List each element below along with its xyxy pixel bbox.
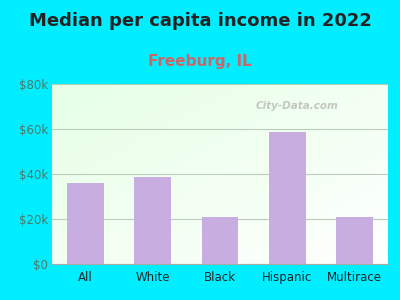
Bar <box>134 177 171 264</box>
Text: Median per capita income in 2022: Median per capita income in 2022 <box>28 12 372 30</box>
Text: City-Data.com: City-Data.com <box>256 100 339 111</box>
Text: Freeburg, IL: Freeburg, IL <box>148 54 252 69</box>
Bar <box>67 183 104 264</box>
Bar <box>202 217 238 264</box>
Bar <box>269 132 306 264</box>
Bar <box>336 217 373 264</box>
